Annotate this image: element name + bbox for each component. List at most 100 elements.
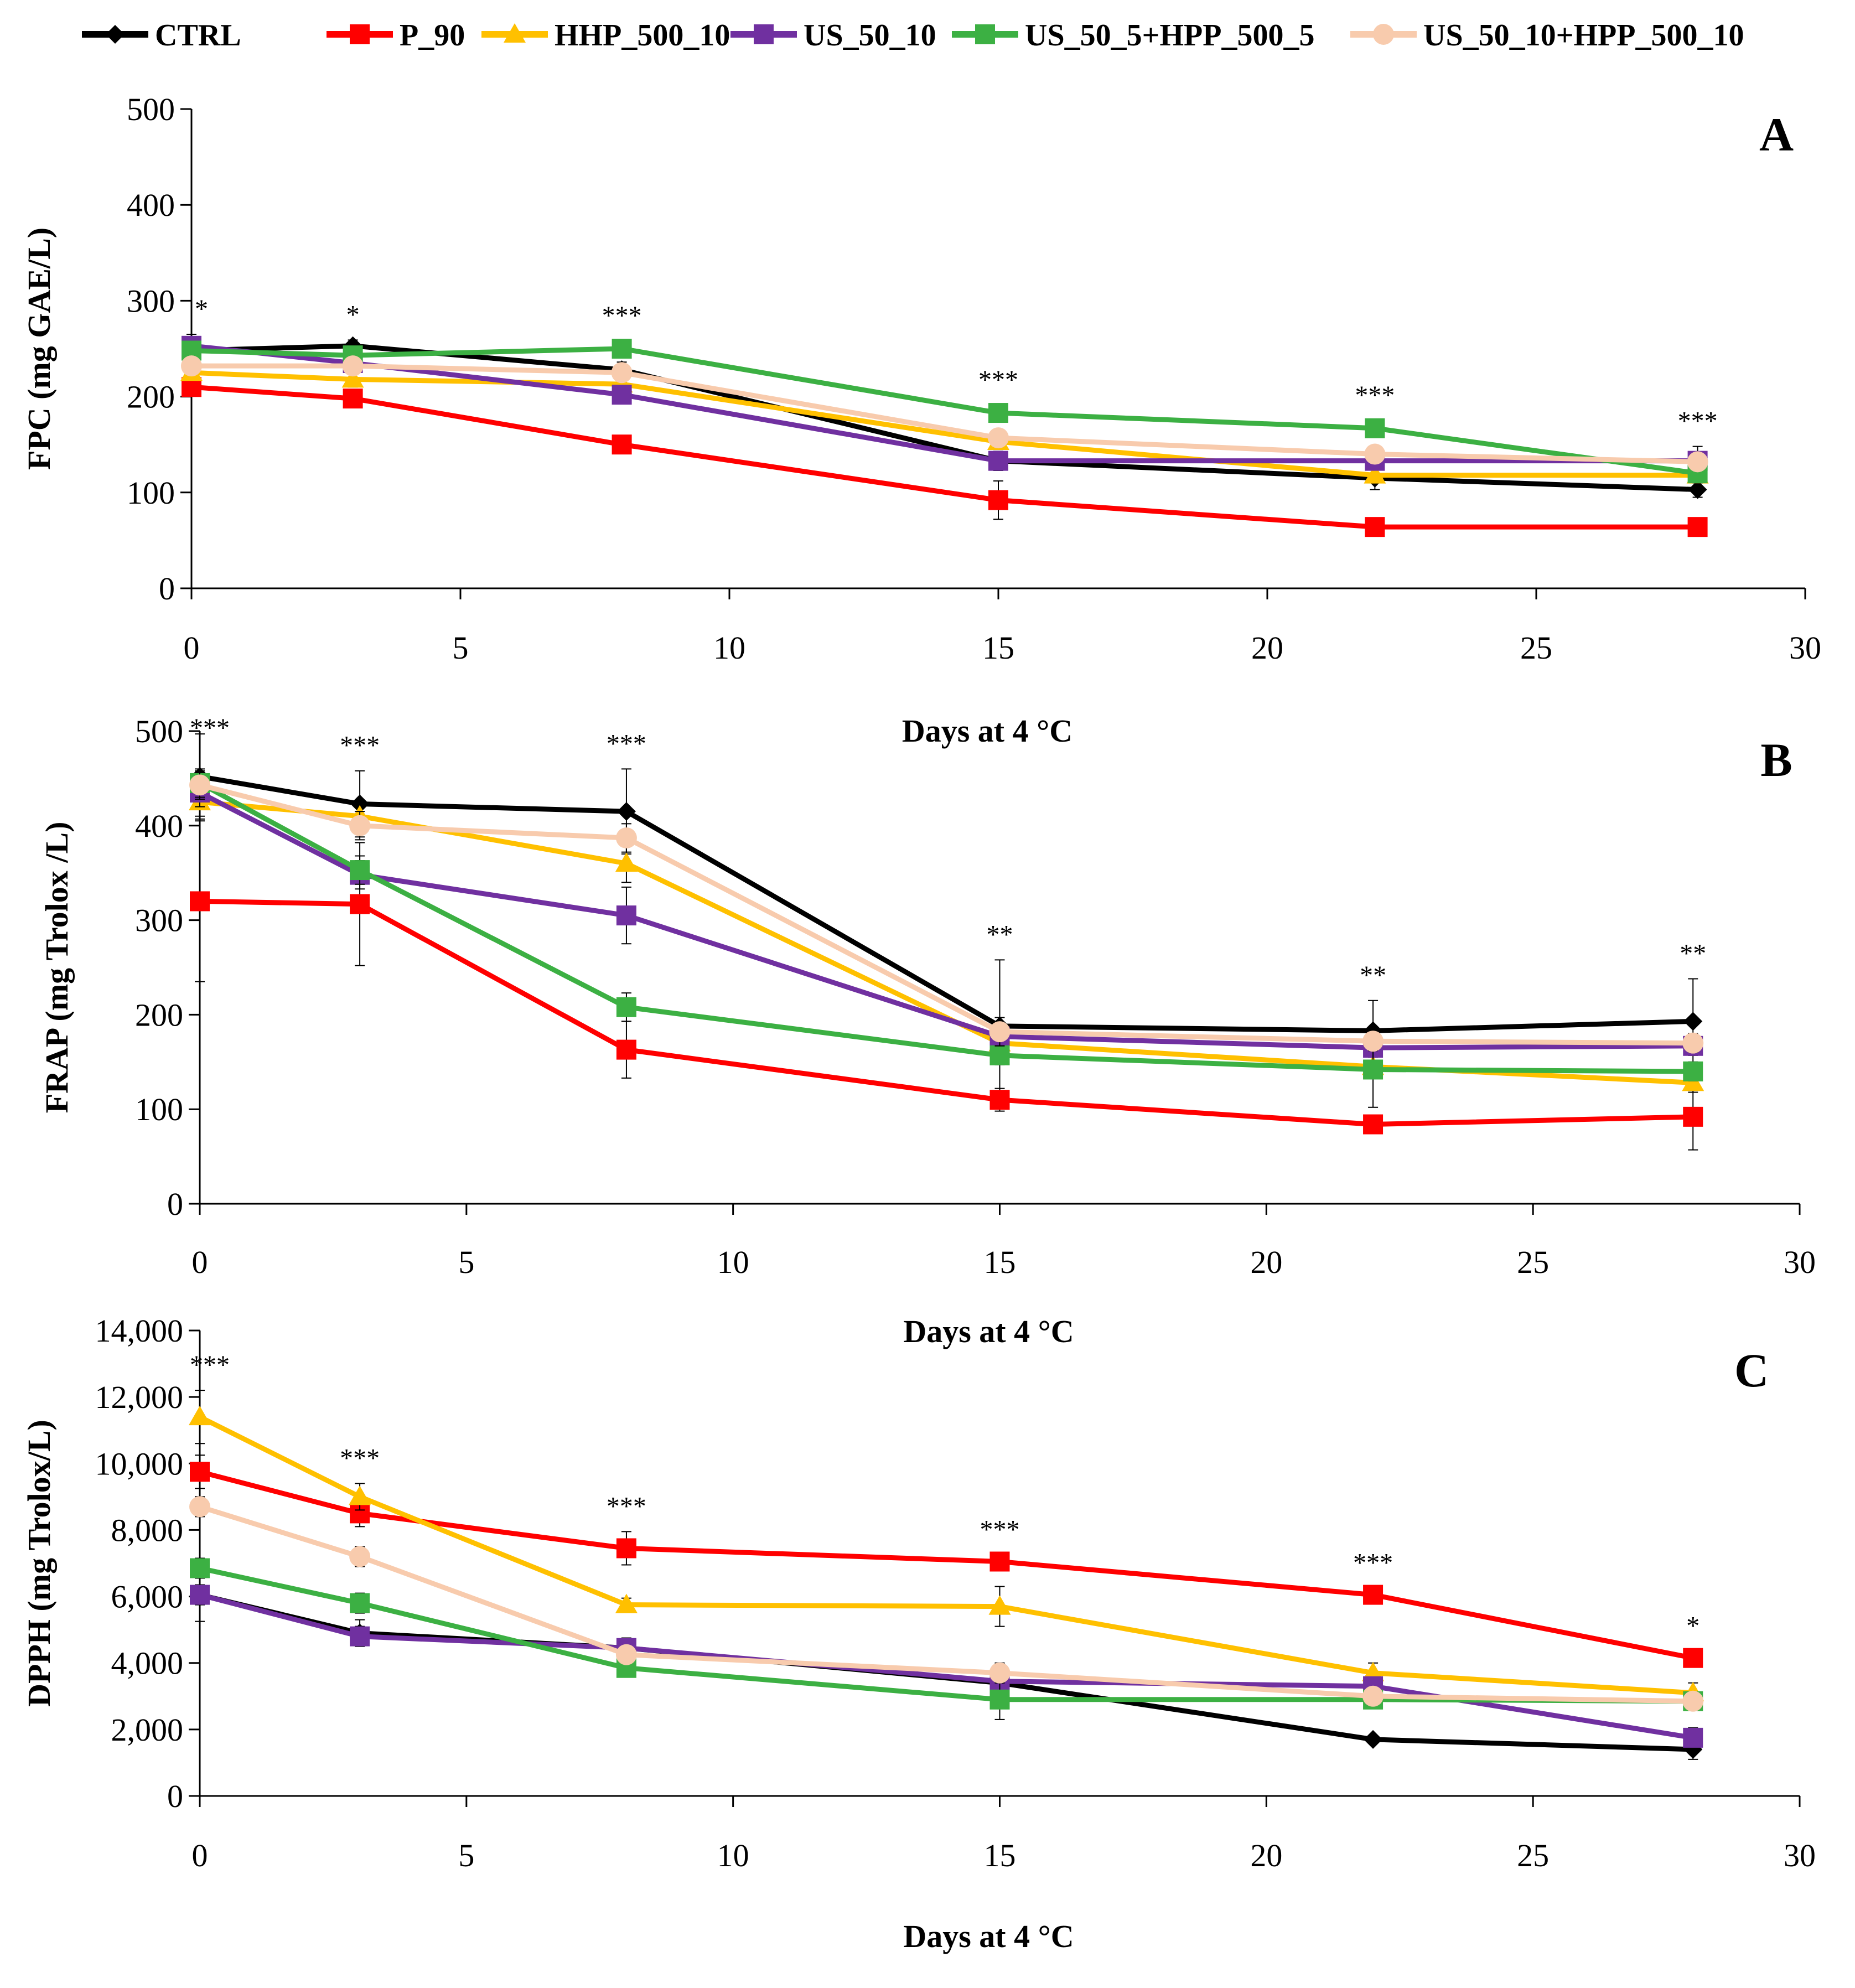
legend-marker-us-50-10-hpp-500-10 xyxy=(1373,24,1394,45)
y-tick-label: 300 xyxy=(127,283,175,319)
y-tick-label: 6,000 xyxy=(111,1579,184,1615)
significance-label: *** xyxy=(190,1350,230,1380)
data-point-p-90 xyxy=(1683,1106,1703,1127)
data-point-us-50-10-hpp-500-10 xyxy=(1682,1032,1704,1054)
legend-item-us-50-10-hpp-500-10: US_50_10+HPP_500_10 xyxy=(1350,18,1744,53)
y-axis-title: FPC (mg GAE/L) xyxy=(21,227,57,470)
series-line-us-50-10-hpp-500-10 xyxy=(199,782,1693,1046)
data-point-us-50-10-hpp-500-10 xyxy=(1687,451,1708,473)
significance-label: *** xyxy=(190,713,230,743)
data-point-us-50-10-hpp-500-10 xyxy=(342,355,364,377)
x-axis-title: Days at 4 °C xyxy=(903,1313,1074,1349)
series-us-50-10-hpp-500-10 xyxy=(189,770,1704,1054)
data-point-us-50-10-hpp-500-10 xyxy=(189,1496,210,1518)
x-axis-title: Days at 4 °C xyxy=(902,713,1072,749)
data-point-p-90 xyxy=(190,1462,210,1482)
y-tick-label: 8,000 xyxy=(111,1512,184,1548)
series-us-50-5-hpp-500-5 xyxy=(190,768,1703,1108)
x-tick-label: 25 xyxy=(1517,1244,1549,1280)
data-point-ctrl xyxy=(1364,1730,1383,1749)
data-point-us-50-5-hpp-500-5 xyxy=(1365,418,1385,438)
x-axis-title: Days at 4 °C xyxy=(903,1918,1074,1954)
data-point-us-50-5-hpp-500-5 xyxy=(612,339,632,359)
y-tick-label: 400 xyxy=(127,187,175,223)
data-point-hhp-500-10 xyxy=(189,1406,211,1426)
data-point-p-90 xyxy=(1365,517,1385,537)
data-point-hhp-500-10 xyxy=(988,1595,1011,1615)
legend-marker-p-90 xyxy=(350,24,370,44)
data-point-us-50-10-hpp-500-10 xyxy=(615,827,637,849)
significance-label: *** xyxy=(602,301,642,330)
data-point-p-90 xyxy=(612,434,632,455)
y-tick-label: 200 xyxy=(135,997,183,1033)
significance-label: *** xyxy=(607,1492,646,1521)
y-tick-label: 400 xyxy=(135,808,183,844)
data-point-us-50-10-hpp-500-10 xyxy=(349,815,371,836)
data-point-us-50-10 xyxy=(988,451,1008,471)
data-point-ctrl xyxy=(1688,480,1707,499)
data-point-ctrl xyxy=(1683,1012,1703,1031)
legend-label-us-50-10: US_50_10 xyxy=(804,18,936,53)
y-tick-label: 100 xyxy=(127,475,175,511)
y-tick-label: 0 xyxy=(159,571,175,607)
x-tick-label: 20 xyxy=(1250,1837,1282,1873)
significance-label: * xyxy=(1686,1612,1699,1641)
data-point-p-90 xyxy=(1687,517,1708,537)
y-axis-title: FRAP (mg Trolox /L) xyxy=(39,822,75,1114)
legend-marker-ctrl xyxy=(106,25,125,44)
legend-item-ctrl: CTRL xyxy=(82,18,241,53)
x-tick-label: 15 xyxy=(984,1837,1016,1873)
panel-c: 0 2,000 4,000 6,000 8,000 10,000 12,000 14,000 0… xyxy=(21,1313,1816,1873)
data-point-us-50-10 xyxy=(612,385,632,405)
series-line-us-50-5-hpp-500-5 xyxy=(198,780,1693,1074)
legend-label-p-90: P_90 xyxy=(400,18,465,53)
significance-label: *** xyxy=(340,731,380,760)
data-point-us-50-10 xyxy=(190,1585,210,1605)
series-hhp-500-10 xyxy=(180,361,1709,484)
significance-label: ** xyxy=(987,920,1013,949)
series-line-us-50-10 xyxy=(198,790,1693,1050)
data-point-p-90 xyxy=(1363,1585,1384,1605)
series-line-hhp-500-10 xyxy=(191,370,1698,478)
series-ctrl xyxy=(190,1567,1703,1760)
data-point-us-50-10-hpp-500-10 xyxy=(989,1662,1011,1684)
data-point-p-90 xyxy=(350,894,370,914)
data-point-us-50-5-hpp-500-5 xyxy=(989,1045,1010,1065)
x-tick-label: 10 xyxy=(713,630,745,666)
legend-marker-us-50-10 xyxy=(754,24,774,44)
y-tick-label: 300 xyxy=(135,903,183,939)
series-line-p-90 xyxy=(199,898,1693,1127)
data-point-us-50-5-hpp-500-5 xyxy=(350,1593,370,1613)
panel-letter: A xyxy=(1759,108,1794,161)
significance-label: *** xyxy=(980,1515,1020,1544)
significance-label: ** xyxy=(1680,939,1706,968)
data-point-p-90 xyxy=(989,1551,1010,1572)
y-tick-label: 0 xyxy=(167,1778,183,1814)
series-line-p-90 xyxy=(191,384,1698,530)
data-point-us-50-5-hpp-500-5 xyxy=(988,403,1008,423)
data-point-us-50-5-hpp-500-5 xyxy=(190,1558,210,1578)
data-point-us-50-10-hpp-500-10 xyxy=(1362,1031,1384,1052)
significance-label: *** xyxy=(607,729,646,758)
legend-item-hhp-500-10: HHP_500_10 xyxy=(481,18,730,53)
data-point-us-50-10-hpp-500-10 xyxy=(615,1644,637,1665)
legend-marker-hhp-500-10 xyxy=(504,23,526,43)
data-point-us-50-10-hpp-500-10 xyxy=(1362,1685,1384,1707)
data-point-us-50-5-hpp-500-5 xyxy=(1683,1061,1703,1081)
data-point-hhp-500-10 xyxy=(341,368,364,388)
data-point-us-50-5-hpp-500-5 xyxy=(616,997,636,1017)
y-tick-label: 10,000 xyxy=(95,1446,184,1482)
panel-letter: C xyxy=(1734,1344,1769,1397)
y-tick-label: 4,000 xyxy=(111,1645,184,1681)
series-us-50-10 xyxy=(190,1584,1703,1748)
legend-item-p-90: P_90 xyxy=(327,18,465,53)
series-line-us-50-10 xyxy=(191,343,1698,464)
legend-label-ctrl: CTRL xyxy=(155,18,241,53)
series-line-ctrl xyxy=(199,774,1693,1033)
data-point-hhp-500-10 xyxy=(615,852,638,872)
series-line-us-50-10-hpp-500-10 xyxy=(199,1504,1693,1704)
series-line-us-50-5-hpp-500-5 xyxy=(199,1566,1693,1704)
data-point-ctrl xyxy=(616,802,636,821)
y-tick-label: 0 xyxy=(167,1186,183,1222)
